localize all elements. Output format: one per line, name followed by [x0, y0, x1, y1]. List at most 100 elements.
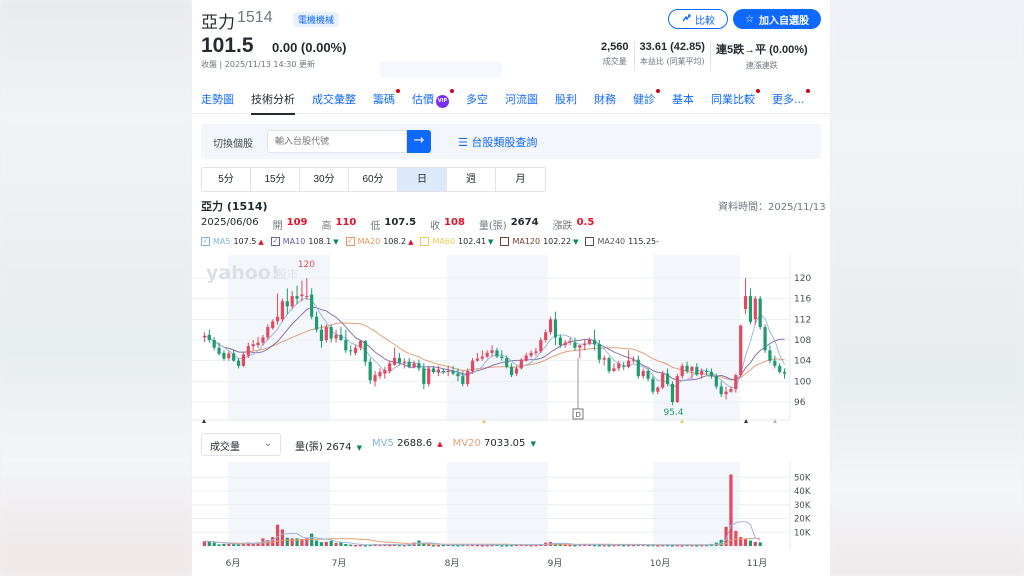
- svg-text:50K: 50K: [794, 473, 811, 483]
- tab-more[interactable]: 更多...: [772, 89, 810, 114]
- chart-title: 亞力 (1514): [201, 200, 268, 213]
- sector-query-link[interactable]: ☰ 台股類股查詢: [458, 136, 538, 149]
- checkbox-icon[interactable]: [420, 237, 430, 246]
- svg-text:10月: 10月: [650, 558, 670, 569]
- tab-chips[interactable]: 籌碼: [373, 89, 400, 114]
- checkbox-icon[interactable]: ✓: [345, 237, 355, 246]
- compare-icon: [681, 13, 691, 26]
- svg-text:股市: 股市: [276, 267, 298, 281]
- tab-trades[interactable]: 成交彙整: [312, 93, 356, 106]
- tab-valuation[interactable]: 估價 VIP: [412, 89, 454, 114]
- stock-code-input[interactable]: [267, 130, 407, 153]
- volume-bar-chart[interactable]: 10K 20K 30K 40K 50K 6月 7月 8月 9月 10月 11月: [192, 462, 830, 576]
- star-icon: ☆: [745, 13, 754, 25]
- checkbox-icon[interactable]: [585, 237, 595, 246]
- checkbox-icon[interactable]: [500, 237, 510, 246]
- high-value: 110: [335, 217, 357, 228]
- stock-price: 101.5: [201, 34, 254, 57]
- ohlc-date: 2025/06/06: [201, 217, 259, 228]
- background-right: [830, 0, 1024, 576]
- svg-text:9月: 9月: [548, 558, 563, 569]
- svg-text:116: 116: [794, 295, 811, 305]
- tab-technical[interactable]: 技術分析: [251, 90, 295, 115]
- ohlc-readout: 2025/06/06 開 109 高 110 低 107.5 收 108 量(張) 267…: [201, 217, 595, 232]
- svg-text:95.4: 95.4: [663, 408, 683, 418]
- close-value: 108: [444, 217, 465, 228]
- svg-text:11月: 11月: [747, 558, 767, 569]
- period-5min[interactable]: 5分: [202, 168, 251, 191]
- switcher-label: 切換個股: [213, 139, 253, 150]
- period-month[interactable]: 月: [496, 168, 545, 191]
- period-60min[interactable]: 60分: [349, 168, 398, 191]
- change-value: 0.5: [576, 217, 595, 228]
- price-change: 0.00 (0.00%): [272, 40, 347, 55]
- stat-value: 連5跌→平 (0.00%): [715, 44, 808, 56]
- sector-badge[interactable]: 電機機械: [293, 12, 340, 27]
- low-value: 107.5: [384, 217, 417, 228]
- svg-text:8月: 8月: [445, 558, 460, 569]
- period-30min[interactable]: 30分: [300, 168, 349, 191]
- stat-pe: 33.61 (42.85) 本益比 (同業平均): [635, 41, 711, 71]
- compare-button[interactable]: 比較: [668, 9, 728, 29]
- stat-value: 2,560: [601, 41, 629, 53]
- tab-peer-compare[interactable]: 同業比較: [711, 89, 760, 114]
- ma-toggle-ma240[interactable]: MA240 115.25-: [585, 237, 659, 246]
- volume-legend: 量(張) 2674 ▼ MV5 2688.6 ▲ MV20 7033.05 ▼: [295, 438, 536, 453]
- stat-streak: 連5跌→平 (0.00%) 連漲連跌: [711, 41, 813, 71]
- vip-icon: VIP: [436, 95, 449, 108]
- ma-toggle-ma5[interactable]: ✓ MA5 107.5 ▲: [201, 237, 264, 246]
- stock-page: 亞力 1514 電機機械 101.5 0.00 (0.00%) 收盤 | 202…: [192, 0, 830, 576]
- period-15min[interactable]: 15分: [251, 168, 300, 191]
- svg-text:7月: 7月: [332, 558, 347, 569]
- svg-text:96: 96: [794, 398, 806, 408]
- stock-code: 1514: [237, 9, 273, 26]
- svg-text:100: 100: [794, 377, 811, 387]
- indicator-select[interactable]: 成交量 ⌄: [201, 433, 281, 456]
- volume-value: 2674: [510, 217, 539, 228]
- svg-text:6月: 6月: [226, 558, 241, 569]
- tab-dividend[interactable]: 股利: [555, 93, 577, 106]
- svg-text:112: 112: [794, 315, 811, 325]
- svg-text:10K: 10K: [794, 528, 811, 538]
- period-tabs: 5分 15分 30分 60分 日 週 月: [201, 167, 546, 192]
- tab-basic[interactable]: 基本: [672, 93, 694, 106]
- tab-river[interactable]: 河流圖: [505, 93, 538, 106]
- checkbox-icon[interactable]: ✓: [201, 237, 210, 246]
- chevron-down-icon: ⌄: [263, 438, 272, 449]
- tab-trend[interactable]: 走勢圖: [201, 93, 234, 106]
- tab-financial[interactable]: 財務: [594, 93, 616, 106]
- period-day[interactable]: 日: [398, 168, 447, 191]
- tab-health[interactable]: 健診: [633, 89, 660, 114]
- ma-toggle-ma10[interactable]: ✓ MA10 108.1 ▼: [270, 237, 339, 246]
- period-week[interactable]: 週: [447, 168, 496, 191]
- svg-text:40K: 40K: [794, 487, 811, 497]
- svg-text:30K: 30K: [794, 501, 811, 511]
- add-to-watchlist-button[interactable]: ☆ 加入自選股: [733, 9, 821, 29]
- notification-dot: [396, 89, 400, 93]
- stat-label: 成交量: [602, 57, 627, 66]
- stat-label: 本益比 (同業平均): [639, 57, 705, 66]
- stock-switcher: 切換個股 → ☰ 台股類股查詢: [201, 124, 821, 159]
- ma-toggle-ma20[interactable]: ✓ MA20 108.2 ▲: [345, 237, 414, 246]
- notification-dot: [805, 89, 810, 93]
- notification-dot: [450, 89, 454, 93]
- stat-value: 33.61 (42.85): [639, 41, 705, 53]
- compare-label: 比較: [695, 15, 715, 27]
- svg-text:120: 120: [298, 260, 315, 270]
- data-time: 資料時間：2025/11/13: [718, 202, 826, 213]
- svg-text:104: 104: [794, 357, 811, 367]
- tab-long-short[interactable]: 多空: [466, 93, 488, 106]
- stat-label: 連漲連跌: [745, 61, 778, 70]
- stat-volume: 2,560 成交量: [596, 41, 635, 71]
- notification-dot: [756, 89, 760, 93]
- checkbox-icon[interactable]: ✓: [270, 237, 280, 246]
- faded-tooltip-overlay: [380, 62, 502, 78]
- svg-text:D: D: [576, 411, 581, 419]
- svg-text:20K: 20K: [794, 515, 811, 525]
- ma-toggle-ma60[interactable]: MA60 102.41 ▼: [420, 237, 493, 246]
- svg-text:yahoo!: yahoo!: [206, 262, 280, 284]
- go-button[interactable]: →: [407, 130, 431, 153]
- arrow-right-icon: →: [413, 133, 425, 148]
- ma-toggle-ma120[interactable]: MA120 102.22 ▼: [500, 237, 578, 246]
